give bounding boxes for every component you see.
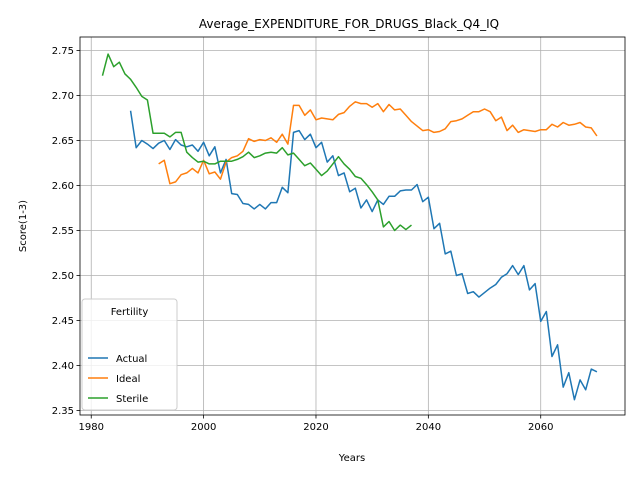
y-tick-label: 2.70 xyxy=(52,91,74,102)
x-tick-label: 2020 xyxy=(303,422,328,433)
legend-frame xyxy=(81,298,178,411)
y-tick-label: 2.40 xyxy=(52,361,74,372)
chart-title: Average_EXPENDITURE_FOR_DRUGS_Black_Q4_I… xyxy=(199,17,499,31)
y-tick-label: 2.75 xyxy=(52,46,74,57)
plot-frame xyxy=(79,36,626,416)
x-axis-label: Years xyxy=(338,453,365,464)
x-tick-label: 2060 xyxy=(528,422,553,433)
legend-title: Fertility xyxy=(111,307,149,318)
series-line-ideal xyxy=(158,101,598,185)
y-tick-label: 2.45 xyxy=(52,316,74,327)
y-axis: 2.35 2.40 2.45 2.50 2.55 2.60 2.65 2.70 2.75 xyxy=(52,46,80,417)
x-tick-label: 1980 xyxy=(79,422,104,433)
x-axis: 1980 2000 2020 2040 2060 xyxy=(79,415,553,433)
y-tick-label: 2.50 xyxy=(52,271,74,282)
series-group xyxy=(101,53,598,401)
series-line-sterile xyxy=(101,53,412,232)
x-tick-label: 2000 xyxy=(191,422,216,433)
series-line-actual xyxy=(129,110,598,401)
y-axis-label: Score(1-3) xyxy=(18,200,29,252)
y-tick-label: 2.65 xyxy=(52,136,74,147)
legend: Fertility Actual Ideal Sterile xyxy=(81,298,178,411)
y-tick-label: 2.55 xyxy=(52,226,74,237)
legend-label-sterile: Sterile xyxy=(116,394,148,405)
x-tick-label: 2040 xyxy=(416,422,441,433)
y-tick-label: 2.60 xyxy=(52,181,74,192)
legend-label-actual: Actual xyxy=(116,354,147,365)
y-tick-label: 2.35 xyxy=(52,406,74,417)
legend-label-ideal: Ideal xyxy=(116,374,140,385)
